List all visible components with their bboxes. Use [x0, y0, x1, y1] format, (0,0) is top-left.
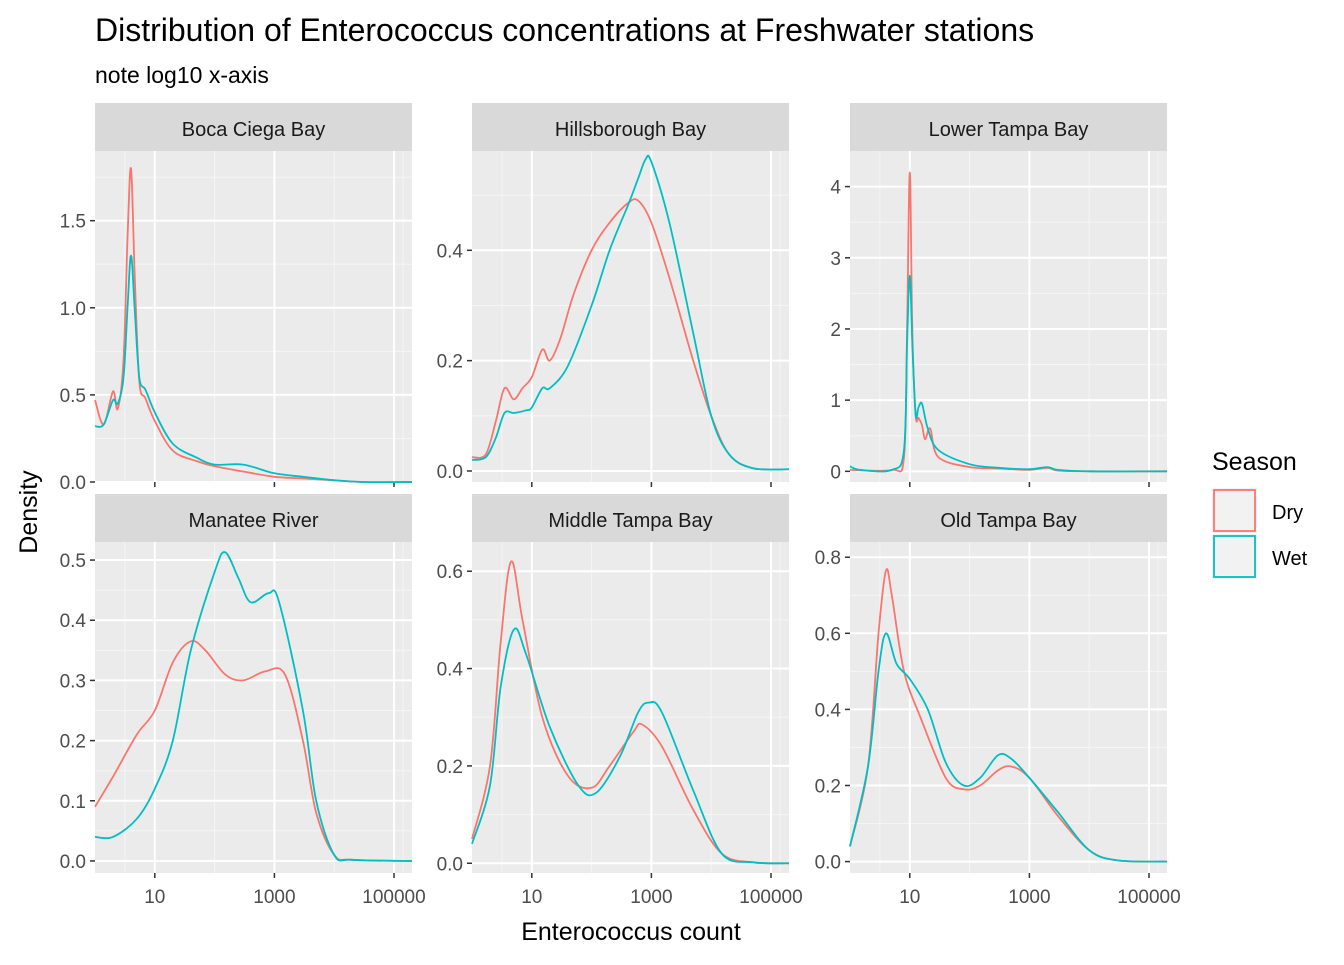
y-tick-label: 0.0	[437, 854, 463, 875]
chart-title: Distribution of Enterococcus concentrati…	[95, 12, 1034, 48]
panel-background	[472, 151, 789, 482]
y-tick-label: 2	[830, 320, 841, 341]
legend-title: Season	[1212, 448, 1297, 476]
panel-background	[95, 542, 412, 873]
y-tick-label: 0.2	[60, 732, 86, 753]
y-tick-label: 0.2	[437, 352, 463, 373]
facet-strip	[472, 103, 789, 151]
legend: Season Dry Wet	[1212, 448, 1308, 579]
facet-strip-label: Middle Tampa Bay	[548, 510, 712, 532]
facet-strip-label: Lower Tampa Bay	[929, 119, 1089, 141]
x-tick-label: 1000	[1008, 887, 1050, 908]
x-tick-label: 100000	[739, 887, 802, 908]
facet-strip	[850, 103, 1167, 151]
y-tick-label: 0.0	[60, 852, 86, 873]
facet-strip	[95, 494, 412, 542]
chart-subtitle: note log10 x-axis	[95, 62, 269, 88]
y-tick-label: 0.1	[60, 792, 86, 813]
panel-background	[850, 151, 1167, 482]
y-tick-label: 0.0	[815, 853, 841, 874]
x-tick-label: 100000	[362, 887, 425, 908]
y-tick-label: 0.0	[437, 462, 463, 483]
facet-strip-label: Manatee River	[188, 510, 318, 532]
y-axis-title: Density	[15, 470, 43, 554]
legend-key-swatch	[1213, 489, 1256, 532]
legend-label: Wet	[1272, 548, 1308, 570]
density-line-wet	[94, 551, 413, 862]
y-tick-label: 0.4	[815, 700, 842, 721]
y-tick-label: 0.4	[437, 660, 464, 681]
legend-key-background	[1212, 488, 1257, 533]
y-tick-label: 0.5	[60, 551, 86, 572]
legend-key-background	[1212, 534, 1257, 579]
facet-strip	[95, 103, 412, 151]
y-tick-label: 0.0	[60, 473, 86, 494]
density-line-dry	[94, 639, 413, 862]
panel-background	[472, 542, 789, 873]
y-tick-label: 0.8	[815, 548, 841, 569]
density-line-wet	[849, 274, 1168, 473]
y-tick-label: 0.5	[60, 386, 86, 407]
legend-item-wet: Wet	[1212, 534, 1308, 579]
y-tick-label: 0	[830, 462, 841, 483]
panel-background	[95, 151, 412, 482]
facet-strip-label: Hillsborough Bay	[555, 119, 706, 141]
x-tick-label: 1000	[253, 887, 295, 908]
density-line-wet	[849, 632, 1168, 863]
density-line-wet	[471, 627, 790, 865]
legend-label: Dry	[1272, 502, 1303, 524]
facet-boca-ciega-bay: Boca Ciega Bay 0.0 0.5 1.0 1.5	[60, 103, 413, 494]
y-tick-label: 0.4	[437, 241, 464, 262]
y-tick-label: 0.3	[60, 671, 86, 692]
legend-item-dry: Dry	[1212, 488, 1303, 533]
facet-strip-label: Boca Ciega Bay	[182, 119, 325, 141]
x-tick-label: 10	[144, 887, 165, 908]
x-tick-label: 1000	[630, 887, 672, 908]
y-tick-label: 0.6	[815, 624, 841, 645]
y-tick-label: 4	[830, 178, 841, 199]
density-line-dry	[471, 198, 790, 471]
y-tick-label: 1.0	[60, 299, 86, 320]
y-tick-label: 0.6	[437, 562, 463, 583]
density-line-dry	[471, 560, 790, 865]
legend-key-swatch	[1213, 535, 1256, 578]
x-tick-label: 10	[899, 887, 920, 908]
density-line-wet	[94, 254, 413, 484]
facet-manatee-river: Manatee River 0.0 0.1 0.2 0.3 0.4 0.5 10 1000 100…	[60, 494, 426, 908]
y-tick-label: 1.5	[60, 212, 86, 233]
y-tick-label: 3	[830, 249, 841, 270]
facet-hillsborough-bay: Hillsborough Bay 0.0 0.2 0.4	[437, 103, 790, 487]
x-tick-label: 100000	[1117, 887, 1180, 908]
facet-panels: Boca Ciega Bay 0.0 0.5 1.0 1.5 Hillsborough B…	[60, 103, 1181, 908]
x-tick-label: 10	[521, 887, 542, 908]
y-tick-label: 0.2	[437, 757, 463, 778]
y-tick-label: 0.2	[815, 776, 841, 797]
density-line-wet	[471, 154, 790, 471]
y-tick-label: 0.4	[60, 611, 87, 632]
panel-background	[850, 542, 1167, 873]
density-line-dry	[849, 568, 1168, 863]
facet-strip-label: Old Tampa Bay	[940, 510, 1076, 532]
facet-strip	[850, 494, 1167, 542]
x-axis-title: Enterococcus count	[521, 918, 741, 946]
facet-lower-tampa-bay: Lower Tampa Bay 0 1 2 3 4	[830, 103, 1168, 487]
y-tick-label: 1	[830, 391, 841, 412]
facet-old-tampa-bay: Old Tampa Bay 0.0 0.2 0.4 0.6 0.8 10 1000 100000	[815, 494, 1181, 908]
facet-strip	[472, 494, 789, 542]
facet-middle-tampa-bay: Middle Tampa Bay 0.0 0.2 0.4 0.6 10 1000 100000	[437, 494, 803, 908]
